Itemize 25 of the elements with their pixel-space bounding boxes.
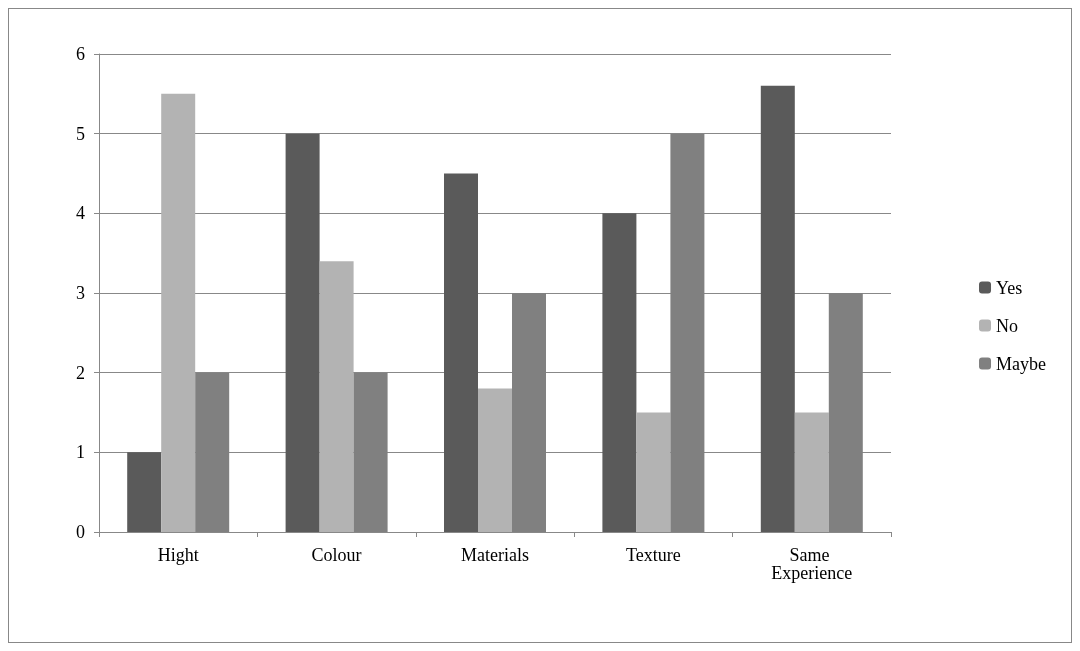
y-tick-label: 5 <box>76 123 85 144</box>
x-tick-label: Materials <box>461 545 529 565</box>
y-tick-label: 3 <box>76 283 85 303</box>
x-tick-label: Colour <box>311 545 362 565</box>
y-tick-label: 1 <box>76 442 85 463</box>
x-tick-label: Same Experience <box>771 545 853 583</box>
legend-label: Yes <box>996 277 1023 298</box>
bar <box>127 452 162 532</box>
bar <box>161 93 196 532</box>
x-tick-label: Texture <box>626 545 681 565</box>
x-tick-label: Hight <box>157 545 199 565</box>
bar <box>602 213 637 532</box>
bar <box>636 412 671 532</box>
bar <box>285 133 320 532</box>
y-tick-label: 6 <box>76 44 85 64</box>
bar <box>794 412 829 532</box>
legend-label: No <box>996 315 1019 336</box>
bar <box>319 261 354 532</box>
bar <box>760 85 795 532</box>
legend-label: Maybe <box>996 353 1047 374</box>
y-tick-label: 4 <box>76 203 85 224</box>
y-tick-label: 0 <box>76 522 85 542</box>
y-tick-label: 2 <box>76 362 85 383</box>
bar <box>478 388 512 532</box>
bar <box>444 173 478 532</box>
